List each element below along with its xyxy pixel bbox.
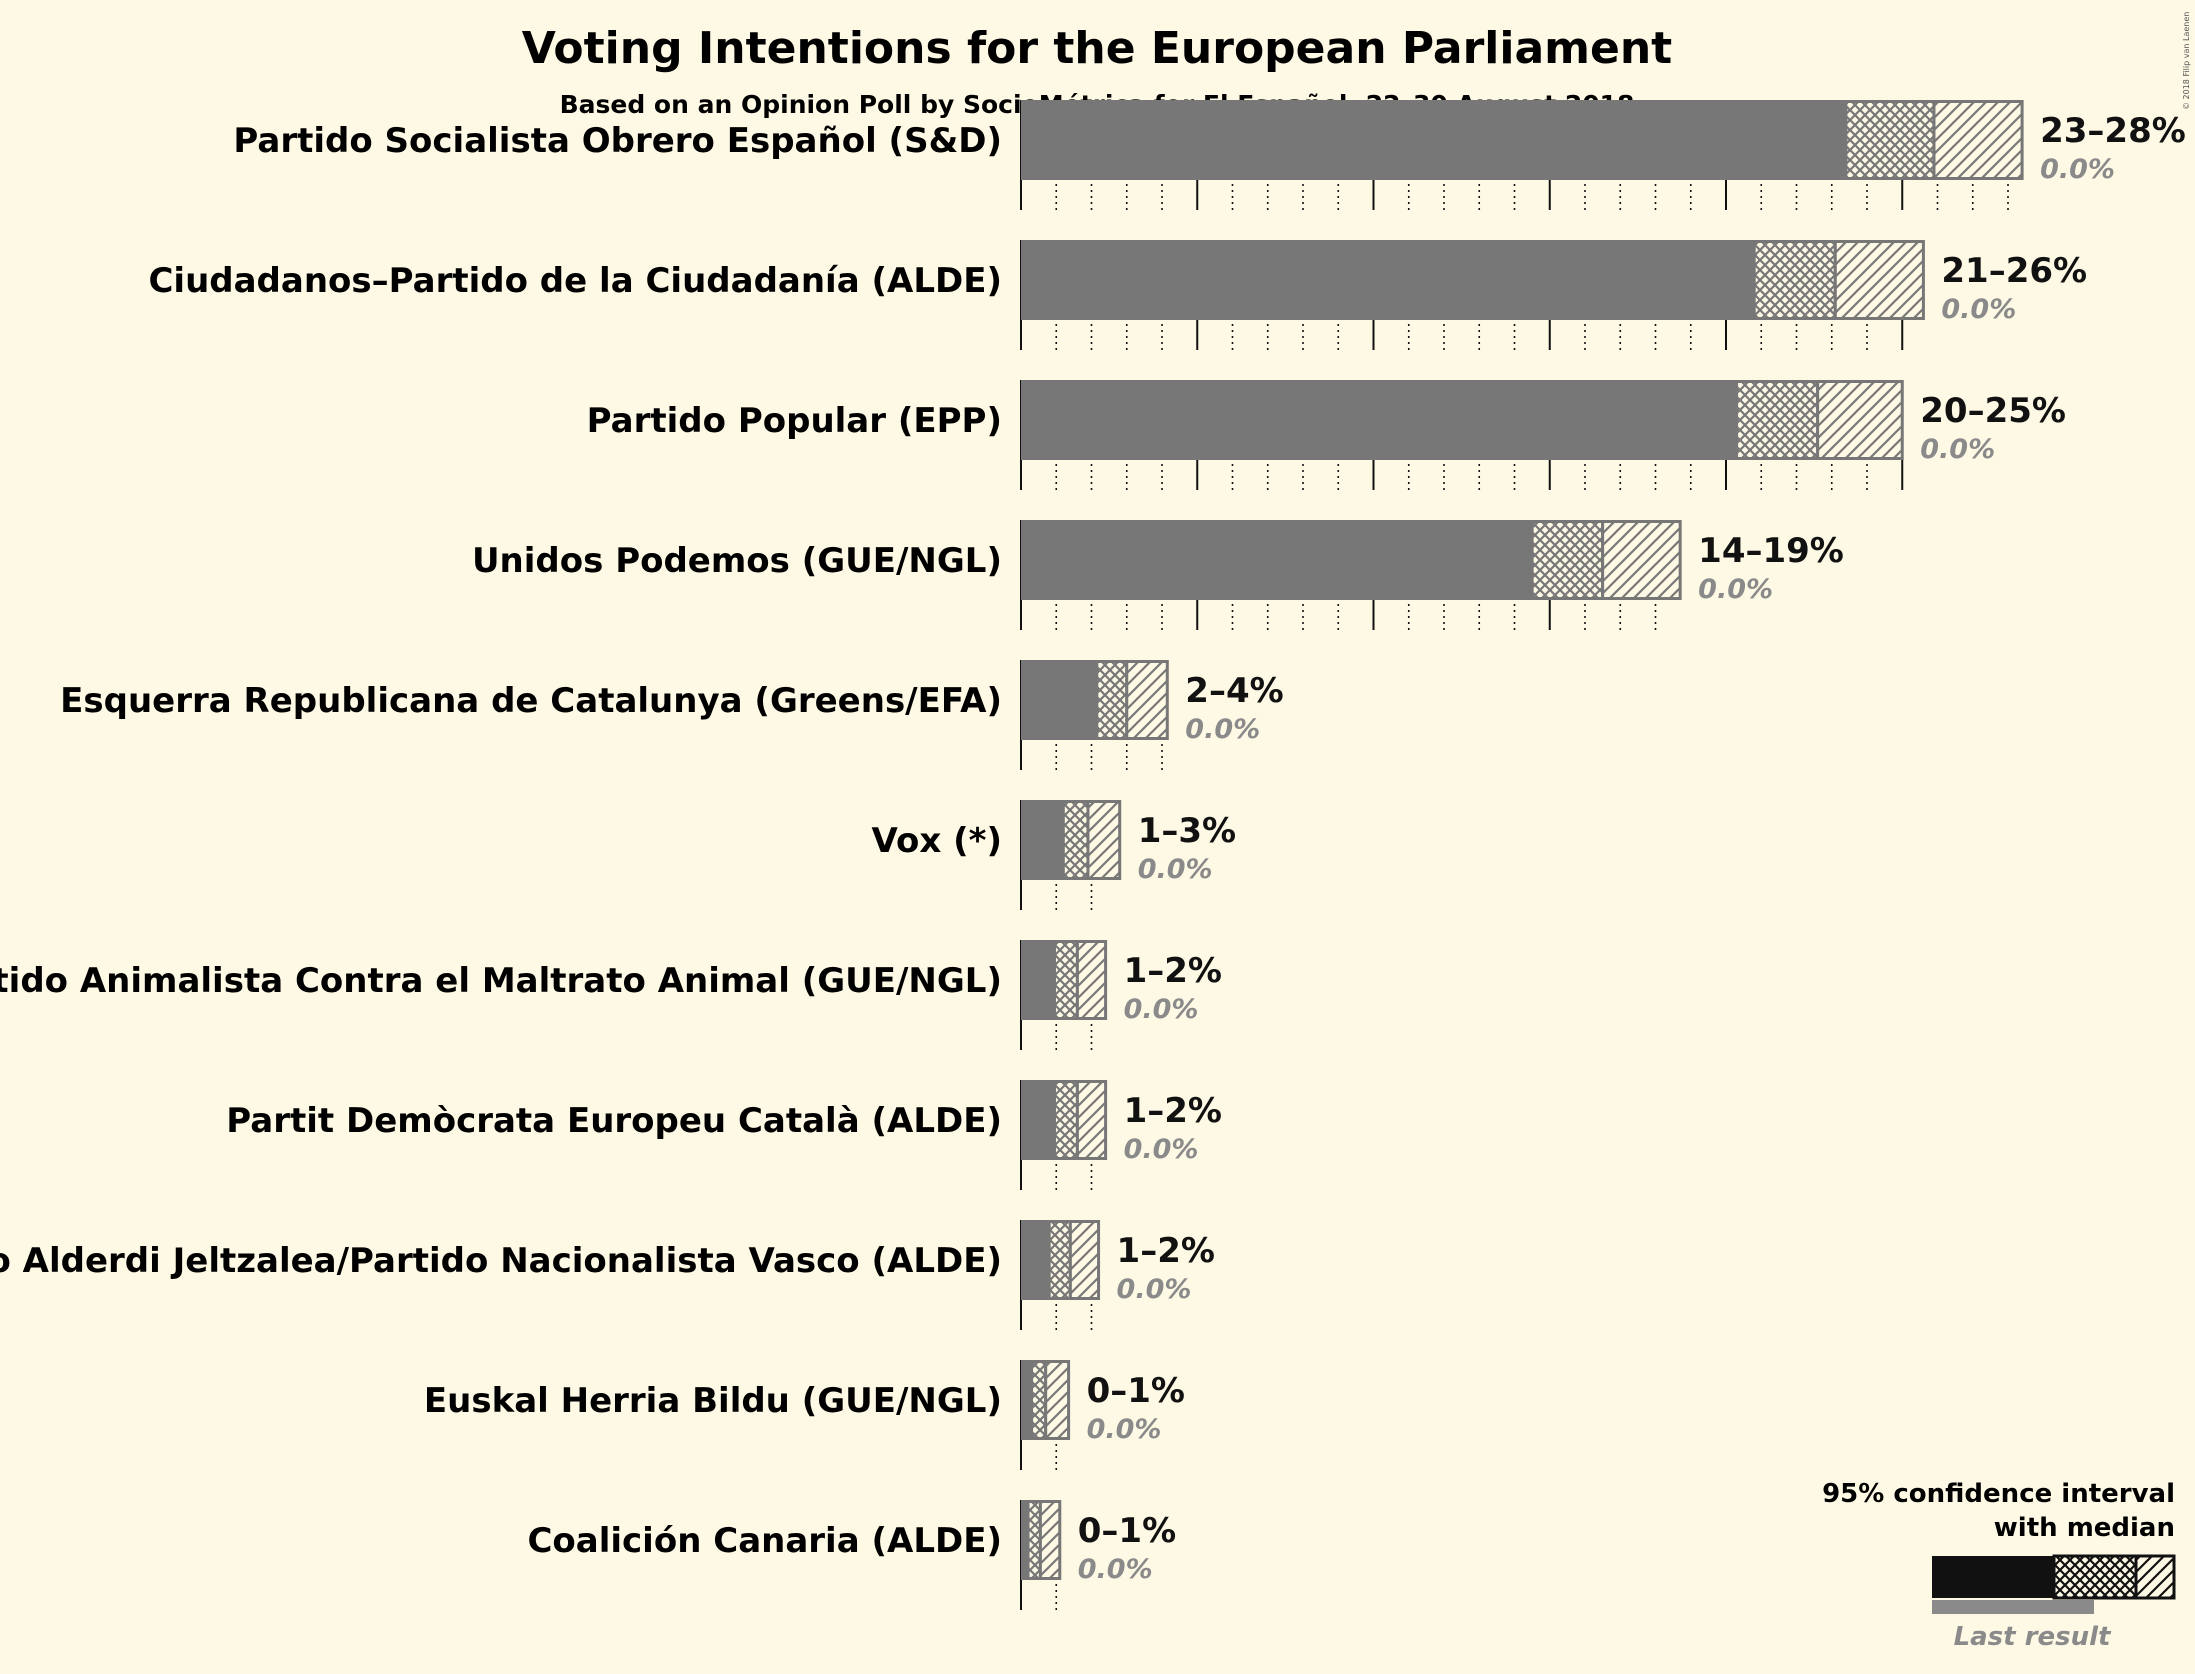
range-label: 14–19% (1698, 531, 1844, 571)
bar-ci-upper (1038, 1500, 1062, 1580)
party-label: Unidos Podemos (GUE/NGL) (472, 541, 1002, 581)
bar-ci-upper (1068, 1220, 1101, 1300)
bar-solid (1021, 380, 1737, 460)
range-label: 21–26% (1941, 251, 2087, 291)
bar-ci-lower (1095, 660, 1129, 740)
range-label: 2–4% (1185, 671, 1283, 711)
bar-ci-lower (1530, 520, 1605, 600)
bar-solid (1021, 100, 1846, 180)
party-row: Partit Demòcrata Europeu Català (ALDE) 1–… (226, 1080, 1222, 1165)
party-label: Partido Socialista Obrero Español (S&D) (233, 121, 1002, 161)
bar-ci-upper (1086, 800, 1122, 880)
bar-ci-upper (1075, 940, 1108, 1020)
bar-solid (1021, 800, 1064, 880)
legend-last-result-label: Last result (1954, 1622, 2112, 1652)
last-result-label: 0.0% (1078, 1554, 1153, 1585)
party-row: Partido Popular (EPP) 20–25%0.0% (587, 380, 2066, 465)
range-label: 1–2% (1124, 1091, 1222, 1131)
bar-ci-upper (1125, 660, 1169, 740)
party-row: Partido Socialista Obrero Español (S&D) 2… (233, 100, 2186, 185)
bar-ci-lower (1047, 1220, 1072, 1300)
legend-last-result-bar (1932, 1600, 2094, 1614)
party-row: Euskal Herria Bildu (GUE/NGL) 0–1%0.0% (424, 1360, 1185, 1445)
chart-title: Voting Intentions for the European Parli… (522, 23, 1672, 74)
party-label: Partido Popular (EPP) (587, 401, 1002, 441)
party-row: Coalición Canaria (ALDE) 0–1%0.0% (527, 1500, 1176, 1585)
bar-ci-lower (1061, 800, 1090, 880)
last-result-label: 0.0% (1698, 574, 1773, 605)
bar-ci-lower (1752, 240, 1837, 320)
last-result-label: 0.0% (1138, 854, 1213, 885)
bar-ci-lower (1052, 1080, 1079, 1160)
bar-ci-lower (1735, 380, 1820, 460)
legend-crosshatch-block (2052, 1554, 2138, 1600)
range-label: 1–2% (1124, 951, 1222, 991)
legend-line-2: with median (1994, 1513, 2175, 1543)
party-label: Euzko Alderdi Jeltzalea/Partido Nacional… (0, 1241, 1002, 1281)
party-label: Vox (*) (872, 821, 1002, 861)
bar-ci-lower (1026, 1500, 1042, 1580)
last-result-label: 0.0% (1124, 994, 1199, 1025)
bar-solid (1021, 660, 1097, 740)
bar-ci-upper (1075, 1080, 1108, 1160)
bar-solid (1021, 240, 1755, 320)
legend: 95% confidence interval with median Last… (1822, 1479, 2176, 1652)
bar-solid (1021, 1080, 1055, 1160)
party-row: Partido Animalista Contra el Maltrato An… (0, 940, 1222, 1025)
party-label: Coalición Canaria (ALDE) (527, 1521, 1002, 1561)
copyright-note: © 2018 Filip van Laenen (2182, 12, 2191, 110)
party-row: Vox (*) 1–3%0.0% (872, 800, 1236, 885)
range-label: 0–1% (1087, 1371, 1185, 1411)
range-label: 20–25% (1920, 391, 2066, 431)
party-row: Unidos Podemos (GUE/NGL) 14–19%0.0% (472, 520, 1844, 605)
last-result-label: 0.0% (2040, 154, 2115, 185)
last-result-label: 0.0% (1087, 1414, 1162, 1445)
party-label: Euskal Herria Bildu (GUE/NGL) (424, 1381, 1002, 1421)
bar-ci-upper (1044, 1360, 1071, 1440)
party-label: Esquerra Republicana de Catalunya (Green… (60, 681, 1002, 721)
last-result-label: 0.0% (1124, 1134, 1199, 1165)
bar-ci-lower (1844, 100, 1936, 180)
bar-solid (1021, 1500, 1029, 1580)
party-label: Partido Animalista Contra el Maltrato An… (0, 961, 1002, 1001)
last-result-label: 0.0% (1920, 434, 1995, 465)
last-result-label: 0.0% (1117, 1274, 1192, 1305)
bar-ci-upper (1932, 100, 2024, 180)
last-result-label: 0.0% (1185, 714, 1260, 745)
party-row: Ciudadanos–Partido de la Ciudadanía (ALD… (148, 240, 2087, 325)
party-label: Partit Demòcrata Europeu Català (ALDE) (226, 1101, 1002, 1141)
legend-line-1: 95% confidence interval (1822, 1479, 2175, 1509)
bar-rows: Partido Socialista Obrero Español (S&D) 2… (0, 100, 2186, 1585)
bar-solid (1021, 520, 1533, 600)
legend-median-block (1932, 1556, 2054, 1598)
party-label: Ciudadanos–Partido de la Ciudadanía (ALD… (148, 261, 1002, 301)
range-label: 23–28% (2040, 111, 2186, 151)
bar-solid (1021, 1220, 1050, 1300)
party-row: Euzko Alderdi Jeltzalea/Partido Nacional… (0, 1220, 1215, 1305)
range-label: 1–2% (1117, 1231, 1215, 1271)
bar-ci-lower (1052, 940, 1079, 1020)
bar-solid (1021, 1360, 1032, 1440)
party-row: Esquerra Republicana de Catalunya (Green… (60, 660, 1284, 745)
range-label: 0–1% (1078, 1511, 1176, 1551)
bar-ci-upper (1601, 520, 1682, 600)
bar-ci-lower (1030, 1360, 1048, 1440)
last-result-label: 0.0% (1941, 294, 2016, 325)
legend-diaghatch-block (2134, 1554, 2176, 1600)
range-label: 1–3% (1138, 811, 1236, 851)
bar-ci-upper (1816, 380, 1904, 460)
bar-solid (1021, 940, 1055, 1020)
bar-ci-upper (1833, 240, 1925, 320)
